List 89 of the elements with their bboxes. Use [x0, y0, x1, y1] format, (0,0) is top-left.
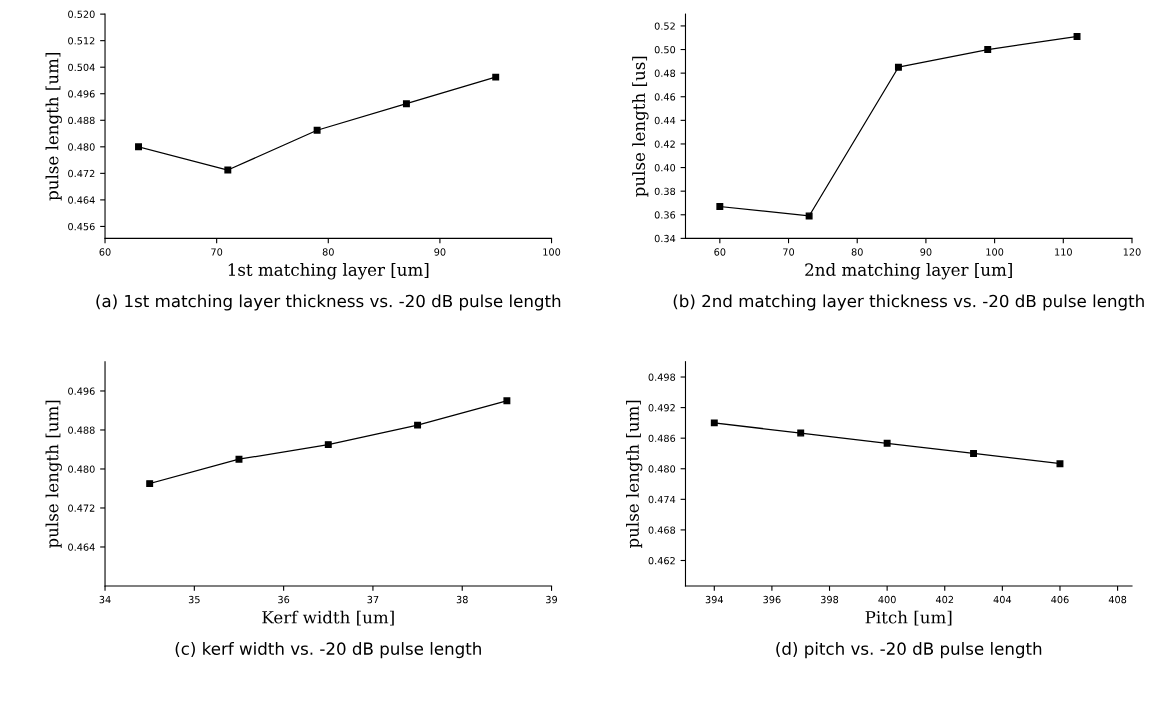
point: [970, 449, 978, 457]
x-tick-label: 39: [546, 595, 558, 604]
y-axis-title: pulse length [um]: [45, 400, 62, 549]
x-tick-label: 70: [783, 248, 795, 256]
point: [883, 439, 891, 447]
x-axis-title: 2nd matching layer [um]: [805, 263, 1012, 280]
text: (d) pitch vs. -20 dB pulse length: [776, 642, 1042, 659]
y-tick-label: 0.472: [68, 504, 95, 512]
point: [402, 100, 410, 108]
y-tick-label: 0.44: [654, 116, 676, 125]
y-tick-label: 0.52: [654, 22, 675, 30]
point: [1073, 33, 1081, 41]
x-tick-label: 110: [1055, 248, 1072, 256]
y-tick-label: 0.512: [68, 37, 95, 45]
x-tick-label: 402: [935, 595, 954, 604]
y-tick-label: 0.488: [68, 116, 95, 125]
x-tick-label: 36: [278, 595, 290, 604]
y-tick-label: 0.492: [648, 404, 675, 412]
y-tick-label: 0.50: [654, 46, 676, 54]
y-tick-label: 0.48: [654, 69, 676, 77]
y-tick-label: 0.34: [654, 234, 676, 243]
x-tick-label: 396: [763, 595, 781, 604]
x-tick-label: 80: [851, 248, 863, 256]
x-tick-label: 400: [878, 595, 896, 604]
y-tick-label: 0.468: [648, 526, 676, 534]
y-tick-label: 0.488: [68, 426, 95, 434]
x-axis-title: Pitch [um]: [865, 610, 952, 626]
point: [492, 73, 500, 81]
point: [224, 166, 232, 174]
x-axis-title: 1st matching layer [um]: [228, 263, 429, 280]
y-tick-label: 0.480: [68, 143, 95, 151]
y-tick-label: 0.42: [654, 140, 675, 148]
point: [324, 441, 332, 449]
y-tick-label: 0.474: [648, 495, 676, 504]
y-axis-title: pulse length [um]: [45, 53, 62, 201]
x-tick-label: 60: [99, 248, 111, 256]
x-tick-label: 100: [986, 248, 1004, 256]
y-axis-title: pulse length [um]: [626, 400, 643, 549]
y-tick-label: 0.480: [648, 465, 676, 473]
y-tick-label: 0.498: [648, 373, 676, 381]
y-axis-title: pulse length [us]: [632, 56, 649, 197]
x-tick-label: 398: [820, 595, 839, 604]
x-tick-label: 100: [543, 248, 561, 256]
x-tick-label: 37: [367, 595, 379, 604]
x-tick-label: 70: [211, 248, 223, 256]
point: [146, 480, 154, 488]
y-tick-label: 0.486: [648, 434, 676, 442]
y-tick-label: 0.520: [68, 10, 95, 18]
y-tick-label: 0.464: [68, 543, 95, 551]
point: [503, 397, 511, 405]
x-tick-label: 60: [714, 248, 726, 256]
point: [805, 212, 813, 220]
x-tick-label: 34: [99, 595, 111, 604]
y-tick-label: 0.496: [68, 90, 95, 98]
x-tick-label: 120: [1123, 248, 1141, 256]
point: [894, 63, 902, 71]
y-tick-label: 0.40: [654, 164, 676, 172]
point: [984, 46, 992, 54]
x-tick-label: 394: [705, 595, 724, 604]
x-tick-label: 90: [920, 248, 932, 256]
point: [710, 419, 718, 427]
x-tick-label: 80: [322, 248, 334, 256]
y-tick-label: 0.36: [654, 211, 676, 219]
y-tick-label: 0.462: [648, 556, 675, 565]
y-tick-label: 0.504: [68, 63, 95, 72]
x-tick-label: 404: [993, 595, 1012, 604]
point: [235, 455, 243, 463]
text: (a) 1st matching layer thickness vs. -20 dB pulse length: [96, 294, 561, 311]
x-tick-label: 38: [456, 595, 468, 604]
y-tick-label: 0.464: [68, 196, 95, 204]
y-tick-label: 0.472: [68, 169, 95, 178]
x-tick-label: 406: [1051, 595, 1069, 604]
point: [1056, 460, 1064, 468]
point: [716, 203, 724, 210]
point: [797, 429, 805, 437]
y-tick-label: 0.46: [654, 93, 676, 101]
x-tick-label: 90: [434, 248, 446, 256]
y-tick-label: 0.496: [68, 387, 95, 395]
x-tick-label: 35: [188, 595, 200, 604]
y-tick-label: 0.38: [654, 187, 676, 195]
x-tick-label: 408: [1108, 595, 1127, 604]
point: [135, 143, 142, 151]
y-tick-label: 0.456: [68, 222, 95, 231]
point: [414, 421, 422, 429]
x-axis-title: Kerf width [um]: [262, 610, 394, 626]
point: [313, 126, 321, 134]
text: (b) 2nd matching layer thickness vs. -20 dB pulse length: [673, 294, 1144, 311]
text: (c) kerf width vs. -20 dB pulse length: [175, 642, 481, 659]
y-tick-label: 0.480: [68, 465, 95, 473]
